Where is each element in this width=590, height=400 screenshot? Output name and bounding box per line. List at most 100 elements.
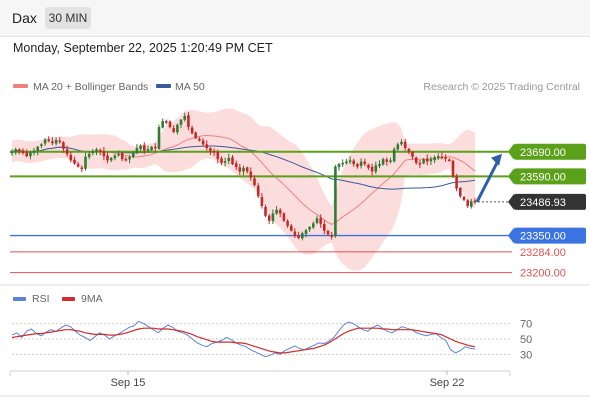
legend-ma50: MA 50 bbox=[156, 81, 205, 93]
candle bbox=[14, 147, 17, 155]
top-bar: Dax 30 MIN bbox=[0, 0, 590, 37]
candle-body bbox=[374, 165, 378, 172]
candle-body bbox=[297, 235, 300, 239]
candle bbox=[389, 157, 392, 164]
rsi-legend-label: RSI bbox=[32, 293, 50, 305]
candle-body bbox=[132, 153, 135, 157]
candle-body bbox=[448, 159, 451, 162]
candle bbox=[374, 161, 378, 174]
candle bbox=[403, 138, 407, 151]
candle-body bbox=[312, 223, 315, 228]
candle bbox=[319, 214, 322, 228]
rsi-tick-label: 30 bbox=[520, 349, 532, 361]
candle-body bbox=[403, 141, 407, 148]
candle bbox=[98, 148, 102, 156]
candle-body bbox=[128, 157, 131, 160]
candle bbox=[10, 149, 14, 156]
candle bbox=[359, 158, 363, 169]
candle-body bbox=[109, 157, 113, 161]
price-tag-bg bbox=[514, 227, 586, 244]
symbol-label[interactable]: Dax bbox=[12, 10, 37, 26]
candle bbox=[249, 167, 253, 181]
candle-body bbox=[444, 157, 447, 159]
candle bbox=[40, 143, 43, 149]
candle-body bbox=[18, 149, 21, 151]
candle-body bbox=[29, 152, 32, 157]
candle-body bbox=[323, 224, 326, 231]
candle-body bbox=[209, 148, 212, 152]
candle bbox=[385, 157, 389, 166]
candle bbox=[179, 119, 183, 129]
candle-body bbox=[113, 155, 117, 159]
candle bbox=[290, 223, 293, 232]
candle bbox=[120, 152, 124, 162]
candle-body bbox=[143, 145, 146, 151]
candle bbox=[451, 159, 455, 179]
candle-body bbox=[400, 141, 403, 145]
candle-body bbox=[220, 158, 223, 163]
candle-body bbox=[146, 149, 150, 152]
candle bbox=[425, 154, 429, 166]
candle-body bbox=[319, 218, 322, 224]
candle bbox=[370, 163, 374, 176]
candle bbox=[363, 158, 367, 167]
candle bbox=[433, 155, 436, 163]
candle bbox=[165, 119, 168, 124]
candle bbox=[381, 157, 385, 166]
candle-body bbox=[62, 142, 65, 149]
candle bbox=[25, 149, 28, 158]
candles bbox=[10, 112, 477, 241]
candle-body bbox=[326, 230, 330, 235]
price-tag-pointer bbox=[508, 143, 514, 160]
candle-body bbox=[40, 144, 43, 146]
candle bbox=[378, 160, 381, 169]
candle bbox=[227, 153, 231, 164]
candle bbox=[21, 148, 25, 155]
candle bbox=[143, 142, 146, 155]
candle bbox=[429, 156, 433, 165]
candle bbox=[205, 140, 209, 151]
candle-body bbox=[411, 151, 414, 157]
candle-body bbox=[308, 227, 311, 230]
candle-body bbox=[51, 141, 54, 144]
candle-body bbox=[429, 159, 433, 162]
candle-body bbox=[253, 178, 256, 186]
candle-body bbox=[459, 187, 462, 197]
candle bbox=[157, 124, 161, 150]
candle-body bbox=[98, 150, 102, 152]
candle-body bbox=[378, 164, 381, 167]
candle bbox=[297, 231, 300, 240]
candle-body bbox=[168, 121, 172, 128]
legend-ma20: MA 20 + Bollinger Bands bbox=[13, 81, 148, 93]
timeframe-button[interactable]: 30 MIN bbox=[45, 7, 91, 29]
candle-body bbox=[293, 231, 297, 236]
candle-body bbox=[451, 160, 455, 177]
candle bbox=[242, 165, 245, 176]
candle bbox=[124, 156, 128, 162]
candle bbox=[459, 186, 462, 199]
candle bbox=[69, 151, 73, 163]
candle bbox=[341, 159, 344, 168]
candle bbox=[345, 158, 348, 165]
candle bbox=[293, 228, 297, 238]
candle-body bbox=[227, 157, 231, 161]
candle-body bbox=[124, 159, 128, 161]
candle-body bbox=[334, 166, 337, 236]
price-tag-label: 23350.00 bbox=[520, 231, 566, 243]
candle-body bbox=[76, 164, 80, 167]
candle bbox=[62, 141, 65, 153]
candle-body bbox=[234, 163, 238, 168]
price-tag-label: 23590.00 bbox=[520, 171, 566, 183]
candle-body bbox=[106, 155, 109, 161]
candle bbox=[176, 123, 179, 135]
legend-rsi-ma: 9MA bbox=[62, 293, 103, 305]
candle bbox=[209, 147, 212, 156]
forecast-arrow-shaft bbox=[475, 158, 501, 203]
candle bbox=[223, 157, 227, 167]
candle-body bbox=[91, 151, 95, 154]
candle-body bbox=[69, 154, 73, 161]
candle-body bbox=[392, 149, 396, 162]
candle bbox=[282, 212, 286, 223]
candle-body bbox=[161, 121, 164, 128]
candle bbox=[407, 148, 411, 155]
